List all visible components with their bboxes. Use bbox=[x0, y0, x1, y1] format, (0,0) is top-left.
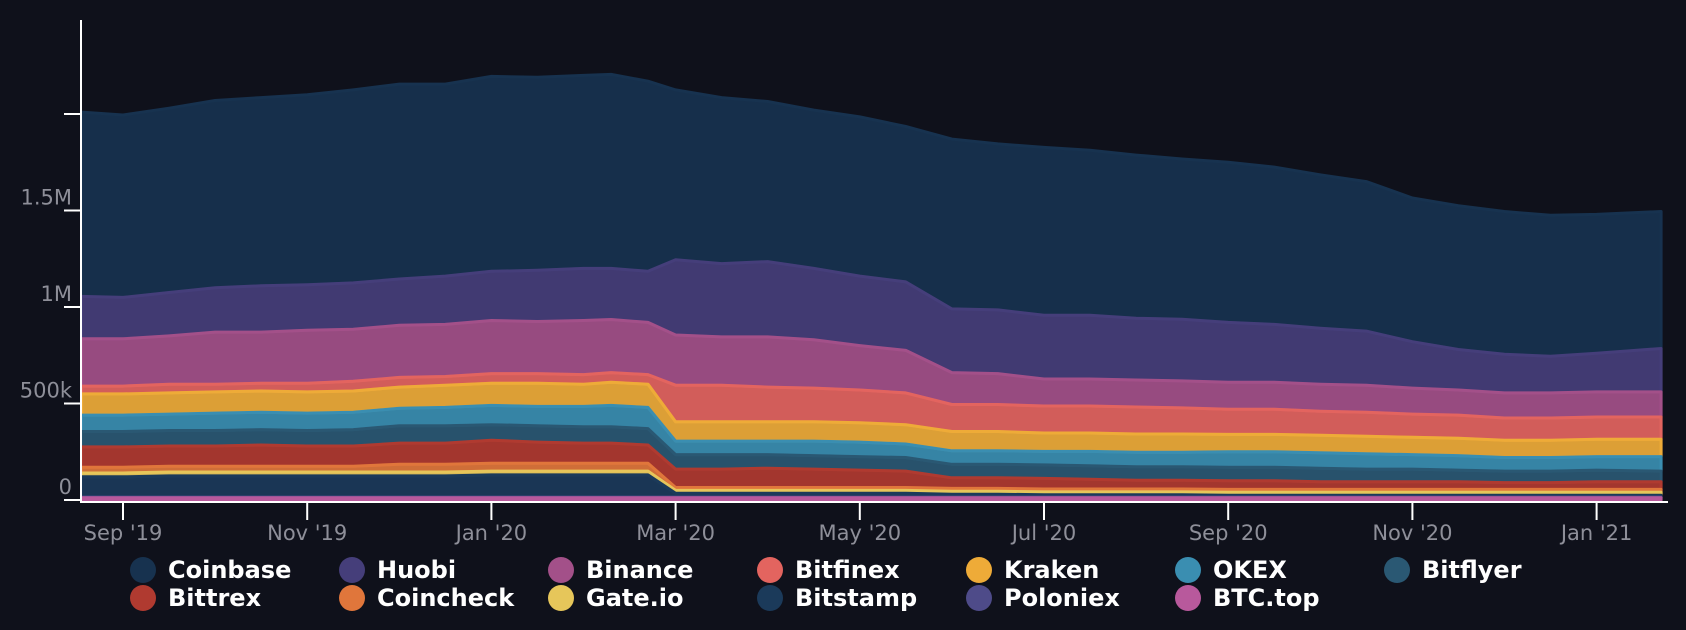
x-ticks-group: Sep '19 Nov '19 Jan '20 Mar '20 May '20 Jul '… bbox=[84, 502, 1633, 545]
legend-item-btc-top[interactable]: BTC.top bbox=[1175, 584, 1320, 612]
stacked-area-chart: 0 500k 1M 1.5M Sep '19 Nov '19 Jan '20 Mar '20… bbox=[20, 20, 1668, 545]
legend-item-coinbase[interactable]: Coinbase bbox=[130, 556, 291, 584]
legend-swatch-btc-top bbox=[1175, 585, 1201, 611]
legend-label-huobi: Huobi bbox=[377, 556, 457, 584]
x-tick-label: Nov '19 bbox=[267, 521, 347, 545]
legend-swatch-bittrex bbox=[130, 585, 156, 611]
legend-item-kraken[interactable]: Kraken bbox=[966, 556, 1099, 584]
legend-swatch-poloniex bbox=[966, 585, 992, 611]
legend-label-coinbase: Coinbase bbox=[168, 556, 292, 584]
legend-item-bittrex[interactable]: Bittrex bbox=[130, 584, 261, 612]
legend-swatch-huobi bbox=[339, 557, 365, 583]
legend-swatch-coincheck bbox=[339, 585, 365, 611]
legend-swatch-gate-io bbox=[548, 585, 574, 611]
legend-item-huobi[interactable]: Huobi bbox=[339, 556, 456, 584]
x-tick-label: Nov '20 bbox=[1372, 521, 1452, 545]
axes-group bbox=[80, 20, 1668, 503]
legend-label-kraken: Kraken bbox=[1004, 556, 1100, 584]
legend-label-bitflyer: Bitflyer bbox=[1422, 556, 1522, 584]
y-tick-label: 1.5M bbox=[20, 186, 72, 210]
y-tick-label: 1M bbox=[41, 282, 72, 306]
legend-item-bitfinex[interactable]: Bitfinex bbox=[757, 556, 900, 584]
y-tick-label: 500k bbox=[20, 379, 73, 403]
legend-swatch-okex bbox=[1175, 557, 1201, 583]
legend-item-gate-io[interactable]: Gate.io bbox=[548, 584, 683, 612]
area-btc-top[interactable] bbox=[80, 496, 1663, 502]
x-tick-label: Sep '19 bbox=[84, 521, 163, 545]
legend-swatch-bitflyer bbox=[1384, 557, 1410, 583]
legend-label-gate-io: Gate.io bbox=[586, 584, 684, 612]
x-tick-label: Jan '20 bbox=[454, 521, 528, 545]
legend-label-okex: OKEX bbox=[1213, 556, 1287, 584]
legend-swatch-kraken bbox=[966, 557, 992, 583]
x-tick-label: May '20 bbox=[819, 521, 902, 545]
legend-item-binance[interactable]: Binance bbox=[548, 556, 693, 584]
x-tick-label: Jul '20 bbox=[1010, 521, 1077, 545]
legend-label-bittrex: Bittrex bbox=[168, 584, 262, 612]
legend-item-okex[interactable]: OKEX bbox=[1175, 556, 1287, 584]
x-tick-label: Mar '20 bbox=[636, 521, 715, 545]
legend-label-bitstamp: Bitstamp bbox=[795, 584, 918, 612]
y-ticks-group: 0 500k 1M 1.5M bbox=[20, 113, 81, 501]
legend-swatch-binance bbox=[548, 557, 574, 583]
legend-label-btc-top: BTC.top bbox=[1213, 584, 1320, 612]
legend-label-bitfinex: Bitfinex bbox=[795, 556, 900, 584]
legend-swatch-bitfinex bbox=[757, 557, 783, 583]
legend-label-binance: Binance bbox=[586, 556, 694, 584]
legend-item-coincheck[interactable]: Coincheck bbox=[339, 584, 514, 612]
legend-item-poloniex[interactable]: Poloniex bbox=[966, 584, 1120, 612]
area-series-group bbox=[80, 72, 1663, 502]
x-tick-label: Jan '21 bbox=[1559, 521, 1633, 545]
x-tick-label: Sep '20 bbox=[1189, 521, 1268, 545]
legend-label-poloniex: Poloniex bbox=[1004, 584, 1120, 612]
legend-item-bitstamp[interactable]: Bitstamp bbox=[757, 584, 917, 612]
legend-swatch-coinbase bbox=[130, 557, 156, 583]
legend-item-bitflyer[interactable]: Bitflyer bbox=[1384, 556, 1522, 584]
y-tick-label: 0 bbox=[59, 475, 72, 499]
legend-swatch-bitstamp bbox=[757, 585, 783, 611]
legend-label-coincheck: Coincheck bbox=[377, 584, 515, 612]
